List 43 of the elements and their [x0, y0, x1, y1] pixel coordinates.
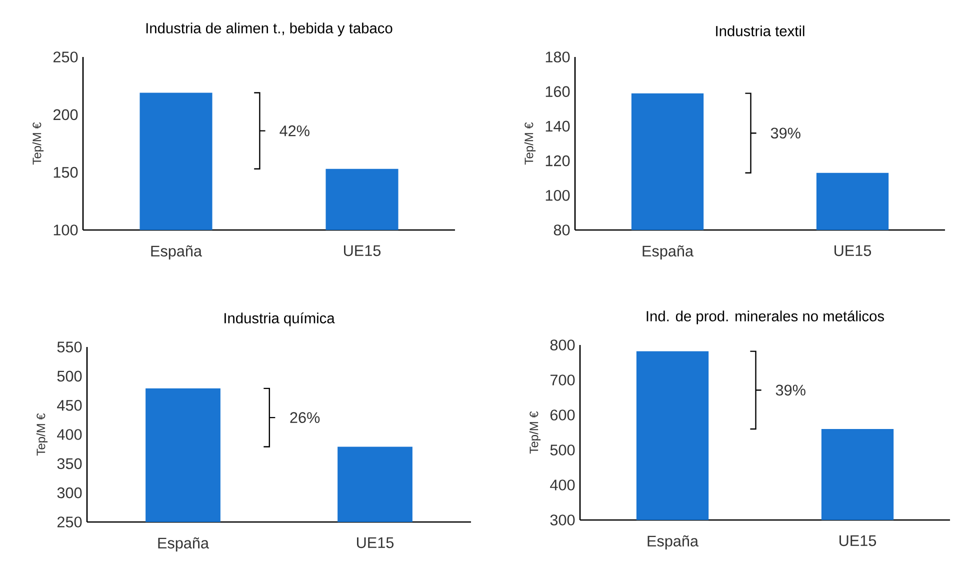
y-tick-label: 550	[57, 342, 82, 352]
y-tick-label: 600	[550, 410, 575, 420]
y-tick-label: 500	[550, 444, 575, 456]
x-tick-label: UE15	[357, 537, 394, 548]
y-tick-label: 250	[53, 52, 78, 62]
chart-title: Industria de alimen t., bebida y tabaco	[146, 22, 392, 36]
y-tick-label: 120	[546, 155, 570, 166]
y-tick-label: 150	[54, 166, 78, 178]
chart-title: Ind. de prod. minerales no metálicos	[646, 310, 884, 324]
y-axis-title: Tep/M €	[529, 411, 541, 454]
y-tick-label: 140	[546, 120, 570, 132]
x-tick-label: España	[151, 245, 202, 260]
y-axis-title: Tep/M €	[524, 122, 536, 165]
x-tick-label: UE15	[344, 245, 381, 256]
chart-title: Industria textil	[716, 26, 804, 36]
y-tick-label: 400	[550, 480, 575, 490]
annotation: 42%	[280, 125, 310, 136]
y-tick-label: 700	[550, 374, 575, 386]
x-tick-label: UE15	[840, 535, 876, 546]
annotation: 39%	[770, 128, 800, 139]
y-tick-label: 450	[57, 400, 82, 411]
y-tick-label: 200	[53, 109, 78, 120]
y-axis-title: Tep/M €	[36, 413, 48, 456]
x-tick-label: España	[648, 535, 699, 550]
x-tick-label: España	[158, 537, 209, 552]
y-tick-label: 100	[546, 190, 570, 201]
x-tick-label: España	[642, 245, 694, 260]
y-tick-label: 250	[57, 516, 82, 528]
y-tick-label: 160	[546, 86, 570, 98]
y-tick-label: 100	[54, 224, 78, 236]
y-tick-label: 500	[57, 370, 82, 382]
y-tick-label: 180	[546, 52, 570, 62]
y-tick-label: 300	[550, 514, 575, 526]
x-tick-label: UE15	[834, 245, 872, 256]
y-axis-title: Tep/M €	[32, 122, 44, 165]
y-tick-label: 800	[550, 340, 575, 350]
annotation: 26%	[290, 412, 320, 424]
y-tick-label: 400	[57, 429, 82, 440]
chart-title: Industria química	[224, 312, 335, 326]
y-tick-label: 80	[554, 224, 570, 236]
annotation: 39%	[776, 384, 806, 396]
y-tick-label: 350	[57, 458, 82, 470]
y-tick-label: 300	[57, 487, 82, 498]
